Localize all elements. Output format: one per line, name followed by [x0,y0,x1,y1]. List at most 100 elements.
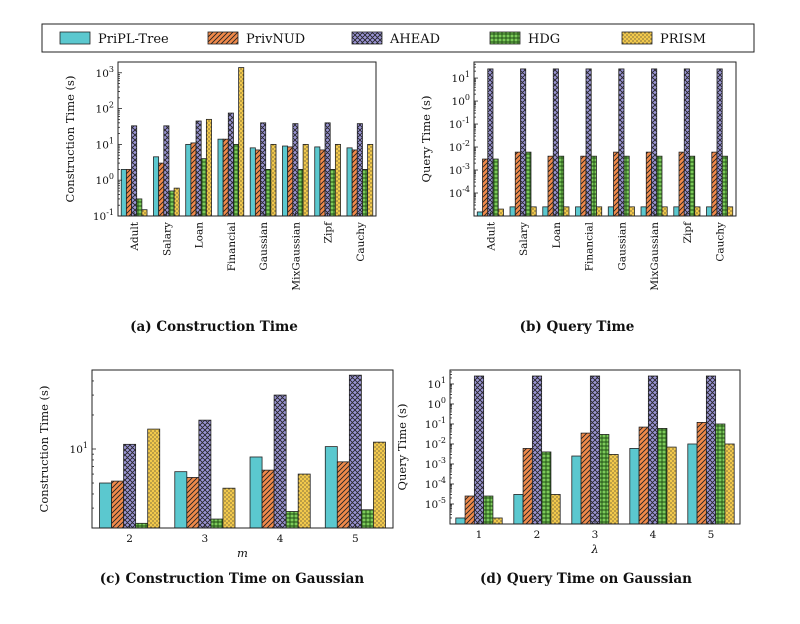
y-tick-label: 100 [452,93,470,108]
bar-prism-3 [222,487,236,529]
bar-privnud-loan [547,155,554,217]
bar-prism-4 [297,473,311,529]
y-tick-exponent: 1 [83,441,88,450]
bar-ahead-mixgaussian [651,68,658,217]
legend-swatch-pripl-tree [59,31,91,45]
bar-privnud-2 [111,480,125,529]
y-tick-label: 10-2 [449,139,470,154]
bar-pripl-tree-2 [513,494,524,525]
bar-privnud-loan [190,142,197,217]
caption-a: (a) Construction Time [130,319,298,335]
y-tick-exponent: 0 [109,172,114,181]
y-tick-label: 10-2 [425,436,446,451]
legend-swatch-hdg [489,31,521,45]
y-tick-label: 101 [70,441,88,456]
bar-hdg-2 [135,522,149,529]
bar-hdg-5 [360,509,374,529]
bar-privnud-5 [336,461,350,529]
y-axis-label: Query Time (s) [395,404,409,491]
bar-ahead-gaussian [260,122,267,217]
legend-item-prism: PRISM [621,31,706,47]
x-tick-label-5: 5 [708,529,715,541]
bar-hdg-salary [168,190,175,217]
panel-construction-time-gaussian: 101 Construction Time (s) 2 3 4 5 m [37,369,394,560]
bar-hdg-gaussian [265,169,272,217]
caption-c: (c) Construction Time on Gaussian [100,571,365,587]
bar-prism-financial [238,67,245,217]
bar-pripl-tree-4 [249,456,263,529]
bar-prism-gaussian [270,143,277,217]
bar-privnud-4 [638,426,649,525]
x-tick-label-4: 4 [650,529,657,541]
bar-privnud-salary [514,151,521,217]
bar-hdg-loan [558,155,565,217]
x-tick-label-4: 4 [277,533,284,545]
bar-prism-cauchy [367,143,374,217]
x-axis-label: m [237,546,248,560]
y-tick-label: 10-4 [449,185,470,200]
bar-ahead-loan [552,68,559,217]
x-tick-label-cauchy: Cauchy [715,222,727,262]
bar-privnud-cauchy [711,151,718,217]
bar-ahead-cauchy [356,123,363,217]
bar-prism-mixgaussian [302,143,309,217]
bars [476,68,734,217]
bar-prism-salary [173,187,180,217]
bar-prism-zipf [694,206,701,217]
bar-prism-gaussian [628,206,635,217]
bar-ahead-2 [123,443,137,529]
legend-item-ahead: AHEAD [351,31,440,47]
bar-hdg-4 [285,511,299,529]
bar-ahead-adult [131,125,138,217]
bar-privnud-3 [580,432,591,525]
bar-hdg-cauchy [721,155,728,217]
bar-hdg-mixgaussian [297,169,304,217]
bars [120,67,374,217]
y-tick-label: 10-1 [449,116,470,131]
bar-pripl-tree-cauchy [346,147,353,217]
bar-pripl-tree-gaussian [607,206,614,217]
x-tick-label-financial: Financial [584,221,596,271]
bar-pripl-tree-3 [174,471,188,529]
bar-pripl-tree-loan [542,206,549,217]
x-axis-label: λ [590,542,598,556]
bar-hdg-loan [200,158,207,217]
legend-label-pripl-tree: PriPL-Tree [98,32,169,47]
y-axis-label: Construction Time (s) [37,386,51,513]
bar-privnud-zipf [319,149,326,217]
bar-prism-5 [373,441,386,529]
bar-ahead-5 [705,375,717,525]
legend-label-prism: PRISM [660,32,706,47]
y-tick-exponent: 0 [465,93,470,102]
bar-hdg-gaussian [623,155,630,217]
bar-ahead-3 [589,375,601,525]
bar-prism-loan [563,206,570,217]
bar-privnud-adult [482,158,489,217]
y-tick-label: 10-4 [425,476,446,491]
bar-pripl-tree-mixgaussian [640,206,647,217]
y-tick-exponent: -4 [438,476,446,485]
bar-privnud-3 [186,477,200,529]
plot-frame [473,61,737,217]
bar-ahead-5 [348,374,362,529]
y-tick-exponent: -5 [438,496,446,505]
x-tick-label-financial: Financial [226,221,238,271]
bar-prism-salary [530,206,537,217]
plot-frame [117,61,377,217]
x-tick-label-zipf: Zipf [323,221,335,243]
x-tick-label-2: 2 [534,529,541,541]
caption-d: (d) Query Time on Gaussian [480,571,692,587]
bar-privnud-adult [125,169,132,217]
legend-item-pripl-tree: PriPL-Tree [59,31,169,47]
bar-ahead-4 [647,375,659,525]
bar-pripl-tree-salary [153,156,160,217]
bar-pripl-tree-4 [629,448,640,525]
bar-ahead-zipf [683,68,690,217]
y-tick-exponent: -1 [462,116,470,125]
y-tick-label: 10-1 [425,416,446,431]
bar-pripl-tree-2 [99,482,112,529]
bar-pripl-tree-5 [324,446,338,529]
bar-hdg-2 [541,451,552,525]
